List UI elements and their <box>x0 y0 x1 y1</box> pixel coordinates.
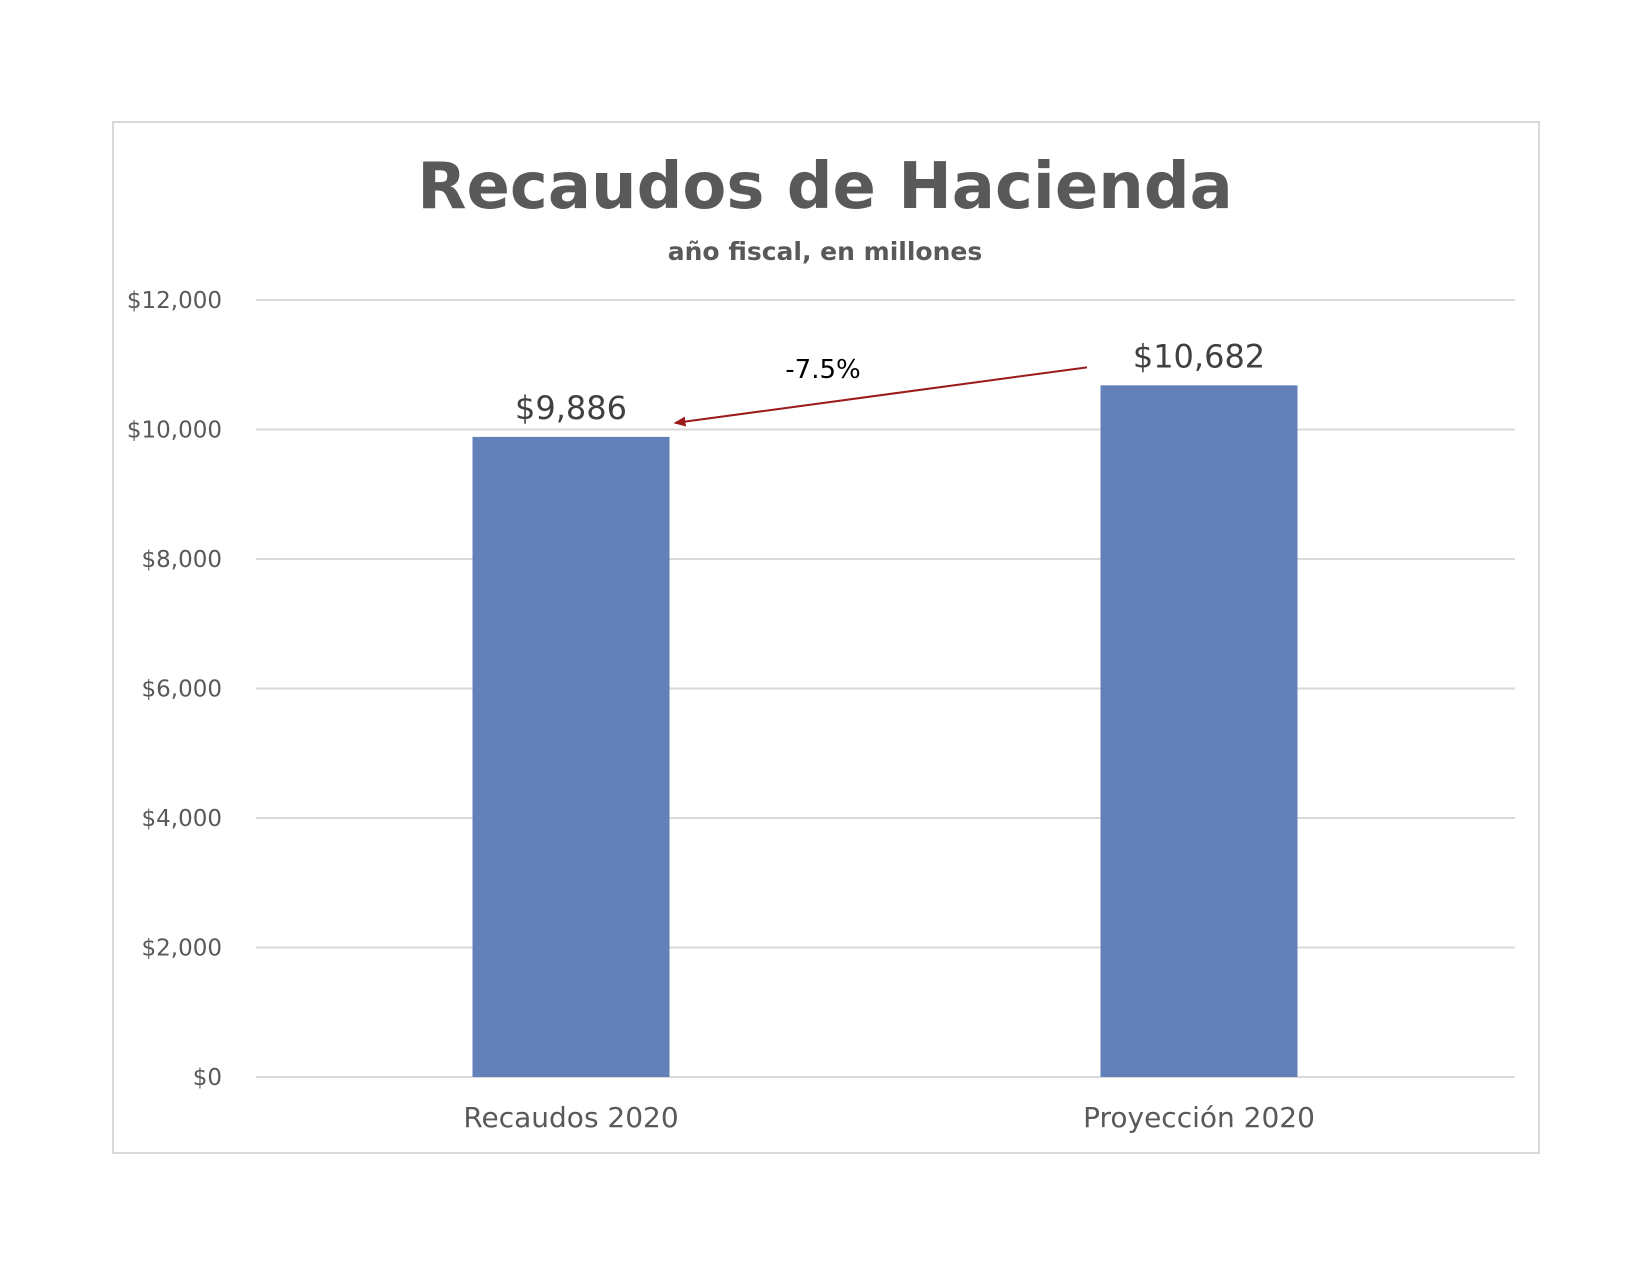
change-arrow <box>673 366 1088 427</box>
chart-title: Recaudos de Hacienda <box>417 150 1233 224</box>
y-tick-label: $6,000 <box>142 677 222 703</box>
bars <box>472 385 1298 1078</box>
y-tick-label: $8,000 <box>142 547 222 573</box>
data-label: $9,886 <box>515 389 627 427</box>
y-axis-ticks: $0 $2,000 $4,000 $6,000 $8,000 $10,000 $12,000 <box>127 288 222 1091</box>
annotation: -7.5% <box>673 355 1088 427</box>
gridlines <box>256 299 1515 1078</box>
x-category-label: Recaudos 2020 <box>463 1101 678 1134</box>
y-tick-label: $12,000 <box>127 288 222 314</box>
chart-area <box>112 121 1540 1154</box>
y-tick-label: $4,000 <box>142 806 222 832</box>
x-category-label: Proyección 2020 <box>1083 1101 1315 1134</box>
y-tick-label: $10,000 <box>127 418 222 444</box>
y-tick-label: $2,000 <box>142 936 222 962</box>
data-label: $10,682 <box>1133 337 1265 375</box>
chart-subtitle: año fiscal, en millones <box>668 237 982 266</box>
bar <box>1100 385 1298 1077</box>
x-axis-categories: Recaudos 2020 Proyección 2020 <box>463 1101 1315 1134</box>
data-labels: $9,886 $10,682 <box>515 337 1265 427</box>
change-label: -7.5% <box>785 355 860 385</box>
y-tick-label: $0 <box>193 1065 222 1091</box>
bar <box>472 436 670 1078</box>
